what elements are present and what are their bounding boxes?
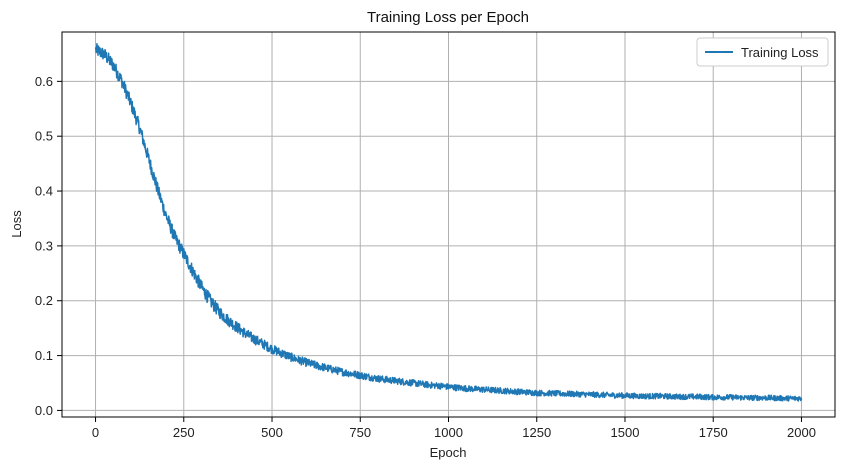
x-tick-label: 1750 xyxy=(699,425,728,440)
y-tick-label: 0.1 xyxy=(35,348,53,363)
series-line-training-loss xyxy=(94,43,803,402)
y-tick-label: 0.6 xyxy=(35,74,53,89)
x-tick-label: 2000 xyxy=(787,425,816,440)
grid xyxy=(62,32,835,417)
y-axis-title: Loss xyxy=(9,210,24,238)
legend: Training Loss xyxy=(696,37,829,67)
x-tick-label: 1500 xyxy=(611,425,640,440)
x-tick-label: 0 xyxy=(92,425,99,440)
y-tick-label: 0.0 xyxy=(35,403,53,418)
x-axis-title: Epoch xyxy=(430,445,467,460)
x-axis: 0 250 500 750 1000 1250 1500 1750 2000 xyxy=(92,417,816,440)
y-tick-label: 0.4 xyxy=(35,184,53,199)
x-tick-label: 250 xyxy=(173,425,195,440)
x-tick-label: 1250 xyxy=(522,425,551,440)
legend-box xyxy=(696,37,829,67)
x-tick-label: 500 xyxy=(261,425,283,440)
x-tick-label: 750 xyxy=(349,425,371,440)
y-tick-label: 0.3 xyxy=(35,238,53,253)
chart-title: Training Loss per Epoch xyxy=(367,9,529,26)
x-tick-label: 1000 xyxy=(434,425,463,440)
y-tick-label: 0.2 xyxy=(35,293,53,308)
y-tick-label: 0.5 xyxy=(35,129,53,144)
y-axis: 0.0 0.1 0.2 0.3 0.4 0.5 0.6 xyxy=(35,74,62,418)
plot-area xyxy=(94,43,803,402)
legend-label: Training Loss xyxy=(741,45,819,60)
